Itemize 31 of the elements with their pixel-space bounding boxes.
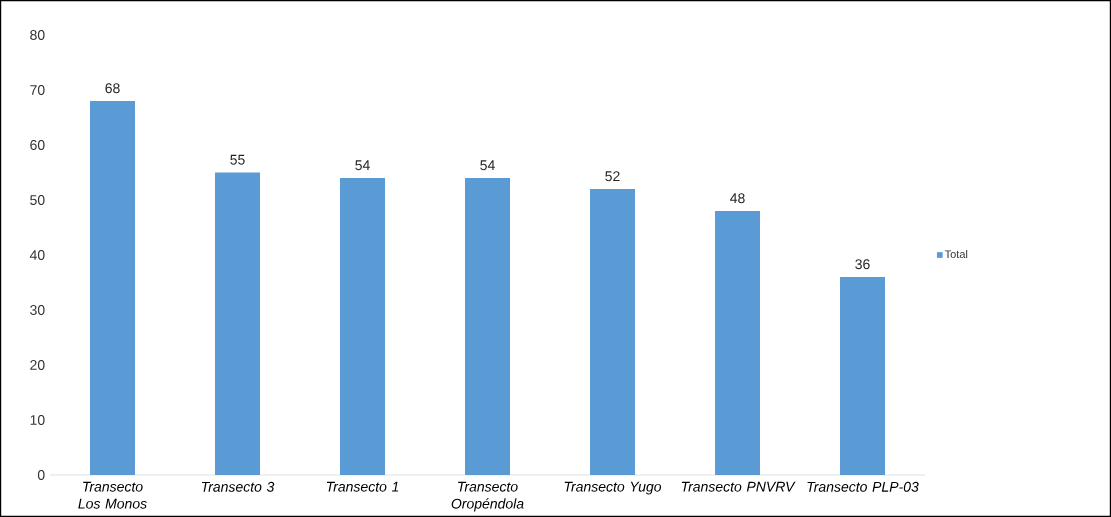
y-tick-label: 40 (29, 250, 45, 260)
y-tick-label: 80 (30, 30, 45, 40)
x-tick-label: Transecto 1 (326, 481, 399, 492)
y-tick-label: 20 (30, 360, 45, 370)
bar (840, 277, 886, 475)
y-tick-label: 50 (30, 195, 45, 205)
data-label: 68 (105, 83, 120, 94)
bar (340, 178, 385, 475)
bar (90, 101, 135, 475)
bar (715, 211, 761, 475)
bar (215, 172, 260, 475)
x-tick-label: Transecto PNVRV (681, 481, 796, 492)
legend-label: Total (944, 249, 968, 259)
y-tick-label: 70 (30, 85, 45, 95)
x-tick-label: Transecto 3 (201, 481, 275, 492)
data-label: 54 (480, 160, 495, 171)
data-label: 54 (355, 160, 370, 171)
data-label: 52 (605, 171, 620, 182)
y-tick-label: 0 (37, 470, 45, 480)
x-tick-label: Transecto Oropéndola (451, 481, 524, 512)
y-tick-label: 60 (30, 140, 45, 150)
data-label: 55 (230, 154, 245, 165)
x-tick-label: Transecto Los Monos (78, 481, 147, 509)
y-tick-label: 30 (30, 305, 45, 315)
x-tick-label: Transecto Yugo (564, 481, 662, 495)
data-label: 36 (855, 259, 870, 270)
bar (590, 189, 636, 475)
y-tick-label: 10 (30, 415, 45, 425)
data-label: 48 (730, 193, 745, 204)
x-tick-label: Transecto PLP-03 (807, 481, 919, 492)
bar (465, 178, 511, 475)
